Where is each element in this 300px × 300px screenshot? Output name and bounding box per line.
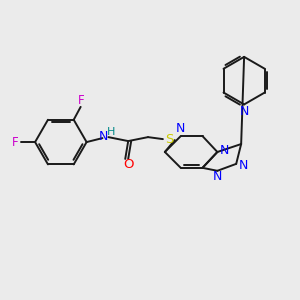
Text: N: N	[99, 130, 108, 142]
Text: S: S	[165, 133, 173, 146]
Text: F: F	[78, 94, 85, 107]
Text: N: N	[220, 143, 229, 157]
Text: F: F	[12, 136, 19, 148]
Text: H: H	[107, 127, 116, 137]
Text: N: N	[239, 105, 249, 118]
Text: N: N	[213, 170, 222, 183]
Text: N: N	[176, 122, 185, 135]
Text: N: N	[238, 159, 248, 172]
Text: O: O	[123, 158, 134, 171]
